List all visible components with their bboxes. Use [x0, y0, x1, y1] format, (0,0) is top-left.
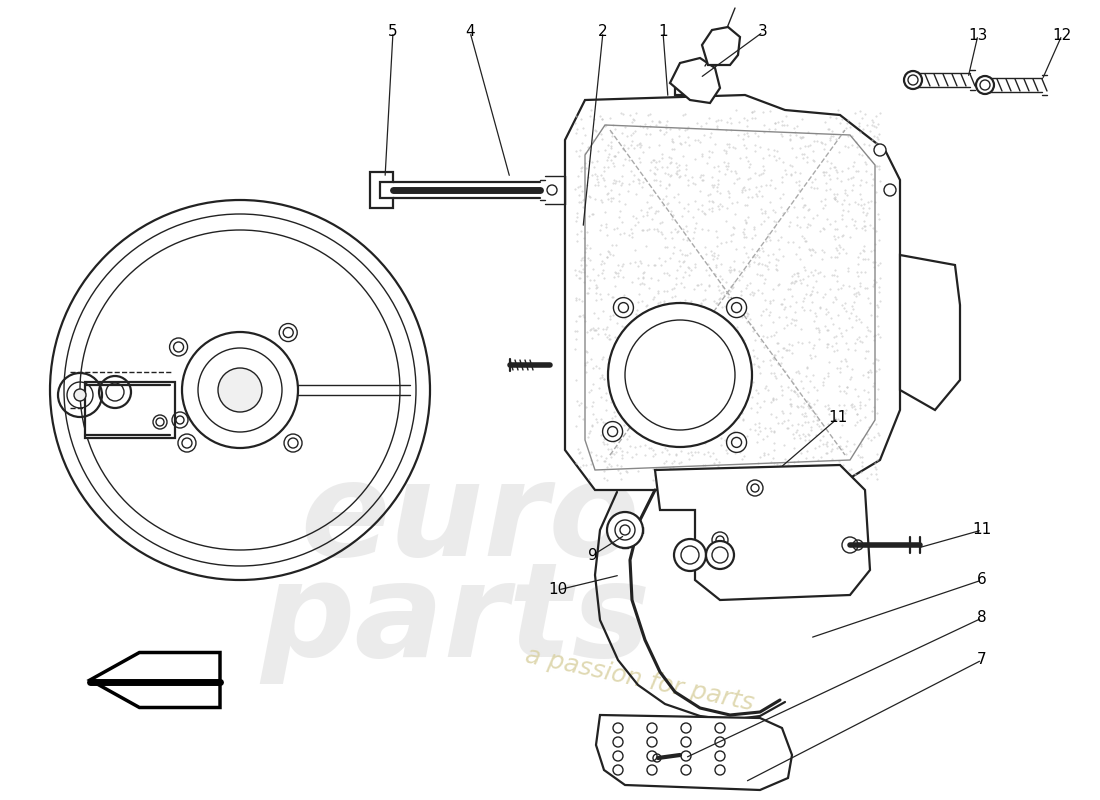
Circle shape: [706, 541, 734, 569]
Circle shape: [727, 298, 747, 318]
Text: 7: 7: [977, 653, 987, 667]
Text: 5: 5: [388, 25, 398, 39]
Circle shape: [976, 76, 994, 94]
Polygon shape: [702, 27, 740, 65]
Polygon shape: [900, 255, 960, 410]
Text: 4: 4: [465, 25, 475, 39]
Circle shape: [712, 532, 728, 548]
Circle shape: [218, 368, 262, 412]
Circle shape: [607, 512, 644, 548]
Polygon shape: [670, 58, 720, 103]
Text: 6: 6: [977, 573, 987, 587]
Text: 11: 11: [972, 522, 991, 538]
Text: 2: 2: [598, 25, 608, 39]
Text: 3: 3: [758, 25, 768, 39]
Text: euro: euro: [300, 457, 639, 583]
Circle shape: [674, 539, 706, 571]
Circle shape: [874, 144, 886, 156]
Polygon shape: [90, 653, 220, 707]
Polygon shape: [565, 95, 900, 490]
Circle shape: [842, 537, 858, 553]
Polygon shape: [596, 715, 792, 790]
Polygon shape: [85, 382, 175, 438]
Circle shape: [904, 71, 922, 89]
Text: 9: 9: [588, 547, 598, 562]
Polygon shape: [370, 172, 393, 208]
Circle shape: [614, 298, 634, 318]
Circle shape: [603, 422, 623, 442]
Text: 8: 8: [977, 610, 987, 626]
Polygon shape: [675, 60, 715, 95]
Text: 13: 13: [968, 27, 988, 42]
Circle shape: [608, 303, 752, 447]
Text: 11: 11: [828, 410, 848, 426]
Text: 10: 10: [549, 582, 568, 598]
Circle shape: [727, 433, 747, 453]
Text: 1: 1: [658, 25, 668, 39]
Circle shape: [884, 184, 896, 196]
Circle shape: [747, 480, 763, 496]
Polygon shape: [654, 465, 870, 600]
Text: parts: parts: [260, 557, 650, 683]
Circle shape: [74, 389, 86, 401]
Text: a passion for parts: a passion for parts: [524, 644, 757, 716]
Text: 12: 12: [1053, 27, 1071, 42]
